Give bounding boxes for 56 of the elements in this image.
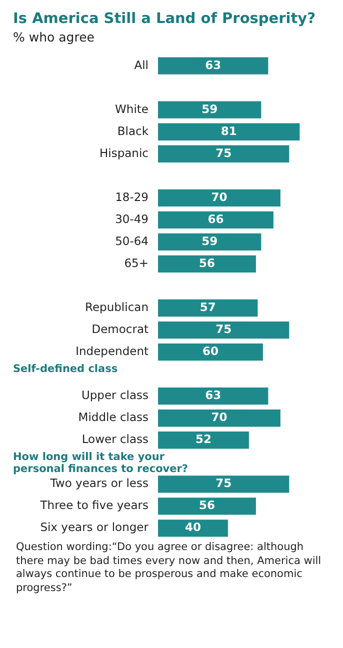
- y-tick-label: Hispanic: [100, 146, 148, 160]
- y-tick-label: Lower class: [82, 432, 149, 446]
- y-tick-label: 18-29: [115, 190, 148, 204]
- bar: [158, 432, 249, 449]
- bar: [158, 145, 290, 162]
- data-label: 52: [195, 432, 212, 446]
- data-label: 75: [216, 322, 232, 336]
- y-tick-label: Middle class: [78, 410, 148, 424]
- y-tick-label: Three to five years: [39, 498, 148, 512]
- text: Question wording:“Do you agree or disagree: although there may be bad times every now and then, America will always continue to be prosperous and make economic progress?”: [16, 541, 322, 596]
- data-label: 59: [202, 102, 218, 116]
- bar: [158, 343, 263, 361]
- y-tick-label: Democrat: [92, 322, 149, 336]
- y-tick-label: All: [134, 58, 148, 72]
- data-label: 70: [211, 410, 228, 424]
- y-tick-label: Black: [117, 124, 149, 138]
- bar: [158, 476, 290, 493]
- bar: [158, 189, 280, 206]
- bar: [158, 520, 228, 537]
- y-tick-label: Independent: [76, 344, 149, 358]
- data-label: 66: [208, 212, 224, 226]
- chart-title: Is America Still a Land of Prosperity?: [13, 11, 316, 27]
- y-tick-label: 65+: [124, 256, 148, 270]
- bar: [158, 498, 256, 515]
- bar: [158, 123, 300, 140]
- data-label: 63: [205, 58, 222, 72]
- bar: [158, 233, 262, 251]
- text: % who agree: [13, 30, 95, 44]
- data-label: 59: [202, 234, 218, 248]
- bar: [158, 101, 262, 118]
- y-tick-label: Two years or less: [49, 476, 148, 490]
- data-label: 56: [198, 498, 215, 512]
- bar: [158, 299, 258, 317]
- data-label: 81: [220, 124, 237, 138]
- data-label: 57: [200, 300, 216, 314]
- bar: [158, 255, 256, 273]
- y-tick-label: Six years or longer: [40, 520, 149, 534]
- bar: [158, 211, 274, 229]
- y-tick-label: 50-64: [115, 234, 148, 248]
- data-label: 70: [211, 190, 228, 204]
- data-label: 75: [216, 146, 232, 160]
- bar: [158, 321, 290, 339]
- bar: [158, 57, 268, 74]
- annotation: How long will it take your personal finances to recover?: [13, 451, 188, 476]
- data-label: 63: [205, 388, 222, 402]
- bar: [158, 388, 268, 405]
- data-label: 60: [202, 344, 218, 358]
- data-label: 75: [216, 476, 232, 490]
- y-tick-label: 30-49: [115, 212, 148, 226]
- y-tick-label: White: [115, 102, 148, 116]
- y-tick-label: Upper class: [81, 388, 148, 402]
- bar: [158, 410, 280, 427]
- data-label: 40: [184, 520, 201, 534]
- data-label: 56: [198, 256, 215, 270]
- y-tick-label: Republican: [85, 300, 148, 314]
- text: Self-defined class: [13, 363, 118, 376]
